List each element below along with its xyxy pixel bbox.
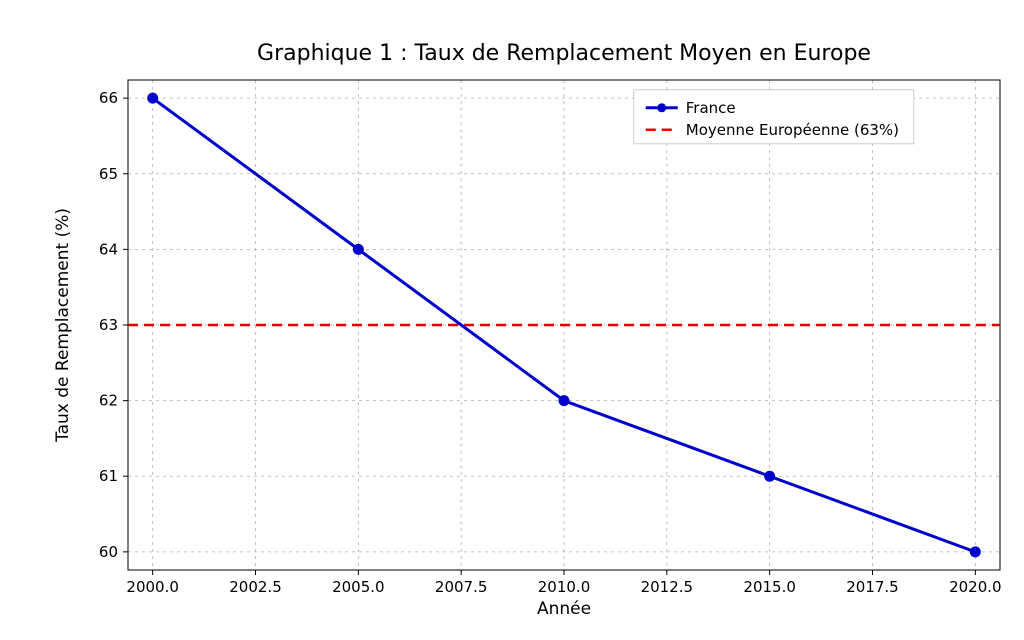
- x-tick-label: 2017.5: [846, 578, 899, 596]
- y-tick-label: 61: [99, 467, 118, 485]
- y-axis-label: Taux de Remplacement (%): [53, 208, 73, 443]
- legend-label-eu-avg: Moyenne Européenne (63%): [686, 121, 899, 139]
- x-tick-label: 2010.0: [538, 578, 591, 596]
- x-tick-label: 2015.0: [743, 578, 796, 596]
- x-axis-label: Année: [537, 599, 591, 619]
- legend: France Moyenne Européenne (63%): [634, 90, 914, 144]
- france-data-point: [765, 471, 775, 481]
- x-tick-label: 2007.5: [435, 578, 488, 596]
- legend-label-france: France: [686, 99, 736, 117]
- y-tick-label: 65: [99, 165, 118, 183]
- x-tick-label: 2002.5: [229, 578, 282, 596]
- france-data-point: [148, 93, 158, 103]
- y-tick-label: 64: [99, 240, 118, 258]
- x-tick-label: 2012.5: [641, 578, 694, 596]
- x-tick-label: 2005.0: [332, 578, 385, 596]
- y-tick-label: 63: [99, 316, 118, 334]
- line-chart: 2000.0 2002.5 2005.0 2007.5 2010.0 2012.5 2015…: [0, 0, 1024, 640]
- y-tick-label: 66: [99, 89, 118, 107]
- x-tick-label: 2020.0: [949, 578, 1002, 596]
- chart-container: 2000.0 2002.5 2005.0 2007.5 2010.0 2012.5 2015…: [0, 0, 1024, 640]
- y-tick-label: 60: [99, 543, 118, 561]
- france-data-point: [353, 244, 363, 254]
- france-data-point: [970, 547, 980, 557]
- x-tick-label: 2000.0: [126, 578, 179, 596]
- france-data-point: [559, 396, 569, 406]
- chart-title: Graphique 1 : Taux de Remplacement Moyen…: [257, 41, 871, 66]
- y-tick-label: 62: [99, 392, 118, 410]
